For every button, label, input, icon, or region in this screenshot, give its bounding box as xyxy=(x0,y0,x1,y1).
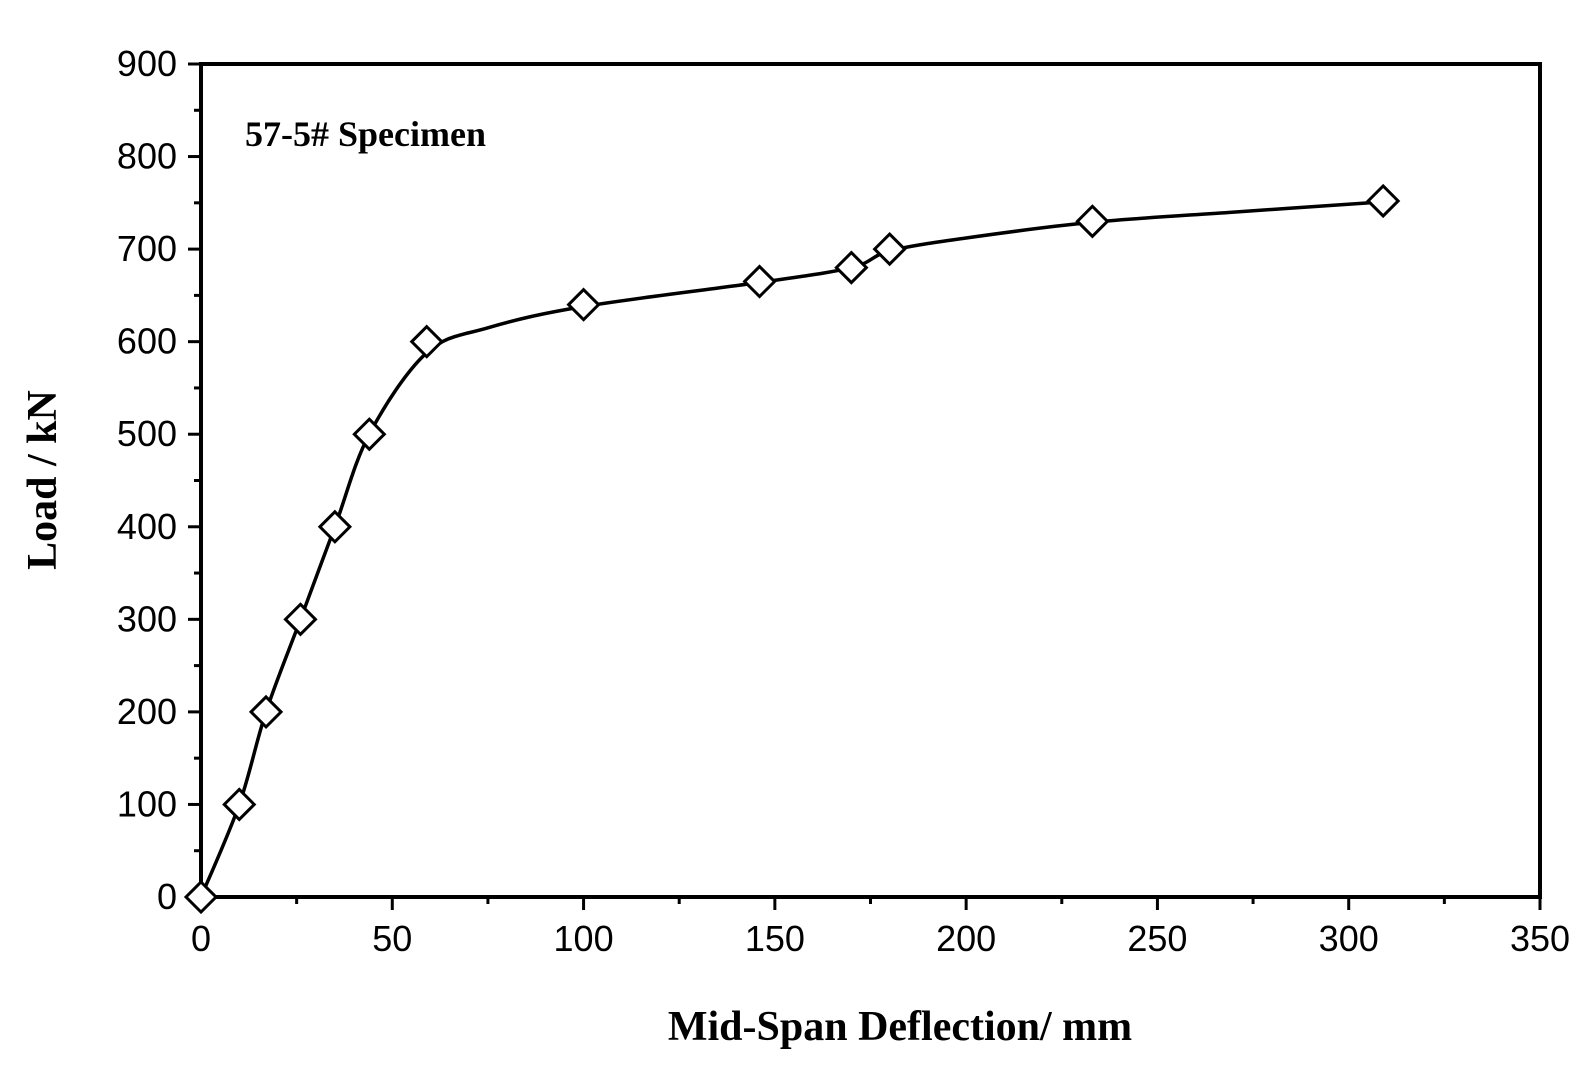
data-point xyxy=(872,231,907,267)
x-tick-label: 150 xyxy=(745,918,805,959)
data-markers xyxy=(183,183,1401,915)
y-axis-ticks xyxy=(188,62,201,899)
plot-frame xyxy=(199,62,1542,899)
data-point xyxy=(317,509,353,544)
x-axis-tick-labels: 0 50 100 150 200 250 300 350 xyxy=(191,918,1570,959)
y-tick-label: 800 xyxy=(117,136,177,177)
y-tick-label: 600 xyxy=(117,321,177,362)
x-tick-label: 100 xyxy=(554,918,614,959)
y-tick-label: 400 xyxy=(117,506,177,547)
y-tick-label: 900 xyxy=(117,43,177,84)
x-tick-label: 300 xyxy=(1319,918,1379,959)
data-point xyxy=(283,602,318,637)
y-tick-label: 0 xyxy=(157,876,177,917)
y-axis-tick-labels: 0 100 200 300 400 500 600 700 800 900 xyxy=(117,43,177,917)
x-tick-label: 350 xyxy=(1510,918,1570,959)
y-tick-label: 200 xyxy=(117,691,177,732)
data-point xyxy=(409,324,444,359)
data-point xyxy=(1366,183,1401,219)
data-point xyxy=(1075,204,1110,239)
x-tick-label: 200 xyxy=(936,918,996,959)
y-tick-label: 300 xyxy=(117,598,177,639)
data-point xyxy=(222,787,257,822)
x-axis-title: Mid-Span Deflection/ mm xyxy=(668,1004,1132,1050)
data-point xyxy=(248,694,284,730)
data-point xyxy=(742,264,777,299)
data-point xyxy=(352,417,387,452)
fit-curve xyxy=(199,200,1384,898)
y-tick-label: 700 xyxy=(117,228,177,269)
x-tick-label: 250 xyxy=(1127,918,1187,959)
y-tick-label: 100 xyxy=(117,783,177,824)
x-tick-label: 50 xyxy=(372,918,412,959)
y-axis-title: Load / kN xyxy=(20,390,66,570)
data-point xyxy=(834,250,869,285)
x-axis-ticks xyxy=(199,897,1542,910)
x-tick-label: 0 xyxy=(191,918,211,959)
data-point xyxy=(183,879,219,915)
y-tick-label: 500 xyxy=(117,413,177,454)
specimen-annotation: 57-5# Specimen xyxy=(245,114,486,154)
data-point xyxy=(566,287,601,322)
